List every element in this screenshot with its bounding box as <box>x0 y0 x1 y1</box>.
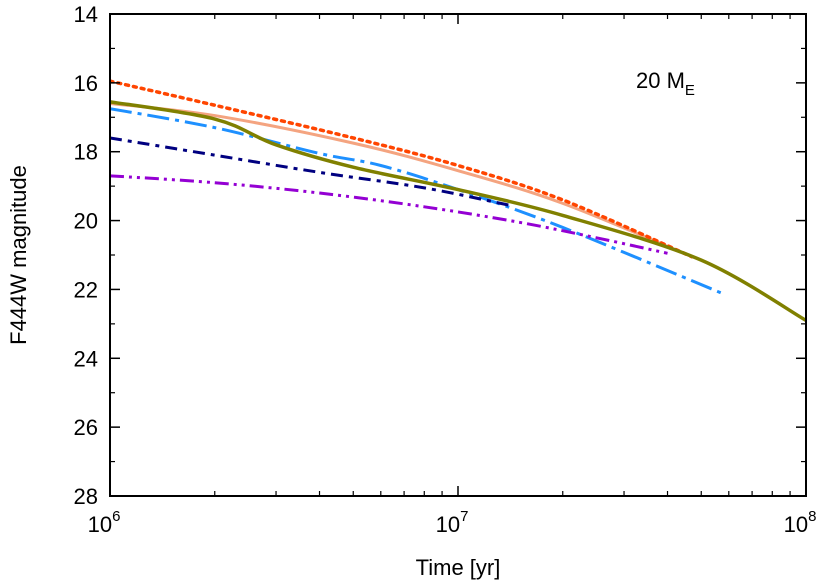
y-tick-label: 18 <box>74 140 98 165</box>
y-tick-label: 24 <box>74 346 98 371</box>
x-tick-label: 107 <box>436 508 469 537</box>
x-axis-label: Time [yr] <box>416 555 501 580</box>
y-tick-label: 14 <box>74 2 98 27</box>
x-tick-exponent: 7 <box>460 508 468 525</box>
x-tick-base: 10 <box>88 512 112 537</box>
x-tick-exponent: 6 <box>112 508 120 525</box>
x-tick-base: 10 <box>784 512 808 537</box>
series-line-6 <box>110 100 806 322</box>
y-tick-label: 26 <box>74 415 98 440</box>
y-tick-label: 20 <box>74 209 98 234</box>
x-tick-base: 10 <box>436 512 460 537</box>
x-tick-exponent: 8 <box>808 508 816 525</box>
y-tick-label: 28 <box>74 484 98 509</box>
mass-annotation-sub: E <box>685 82 695 99</box>
series-line-3 <box>110 107 722 295</box>
x-tick-label: 108 <box>784 508 817 537</box>
series-line-5 <box>110 174 668 255</box>
y-tick-label: 16 <box>74 71 98 96</box>
mass-annotation: 20 ME <box>636 68 695 99</box>
series-layer <box>110 79 806 322</box>
series-line-2 <box>110 79 694 259</box>
series-line-4 <box>110 136 510 207</box>
series-line-1 <box>110 102 693 259</box>
x-tick-label: 106 <box>88 508 121 537</box>
y-tick-label: 22 <box>74 277 98 302</box>
plot-frame <box>109 13 807 497</box>
mass-annotation-main: 20 M <box>636 68 685 93</box>
y-axis-label: F444W magnitude <box>6 165 31 345</box>
